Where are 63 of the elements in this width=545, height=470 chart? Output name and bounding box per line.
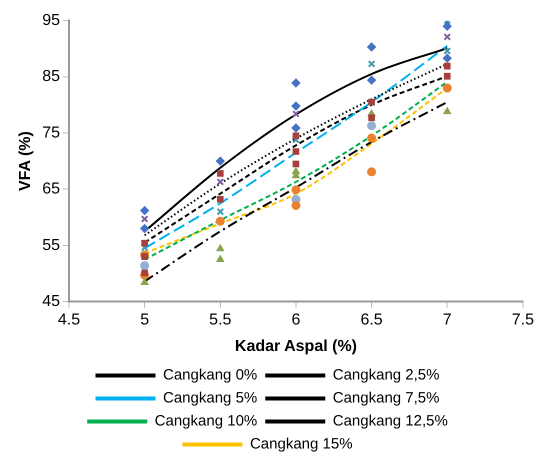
legend-label: Cangkang 2,5%: [332, 366, 440, 384]
point: [216, 196, 224, 203]
y-tick-label: 95: [42, 12, 60, 30]
y-tick-label: 55: [42, 236, 60, 254]
point: [140, 206, 150, 216]
x-tick-label: 6.5: [360, 312, 383, 329]
legend-label: Cangkang 5%: [163, 390, 258, 407]
y-axis-title: VFA (%): [17, 131, 34, 192]
x-tick-label: 7.5: [512, 312, 534, 329]
point: [442, 84, 452, 93]
point: [141, 240, 148, 246]
point: [216, 254, 224, 262]
y-tick-label: 75: [42, 124, 60, 142]
point: [292, 160, 300, 168]
legend-label: Cangkang 12,5%: [332, 412, 448, 430]
point: [291, 185, 300, 194]
point: [216, 156, 225, 166]
point: [216, 216, 225, 226]
x-tick-label: 5: [140, 312, 150, 329]
point: [444, 72, 451, 80]
legend-label: Cangkang 0%: [163, 366, 258, 384]
point: [367, 121, 376, 130]
y-tick-label: 65: [42, 180, 60, 198]
y-tick-label: 85: [42, 68, 60, 86]
point: [367, 134, 376, 143]
point: [444, 62, 451, 70]
point: [141, 253, 148, 260]
point: [216, 244, 224, 252]
point: [367, 167, 376, 176]
point: [292, 110, 300, 118]
point: [367, 42, 376, 52]
point: [140, 224, 150, 234]
x-tick-label: 4.5: [58, 312, 80, 329]
point: [291, 201, 300, 210]
point: [291, 123, 300, 132]
legend-label: Cangkang 15%: [250, 436, 353, 453]
point: [140, 278, 149, 285]
point: [442, 22, 452, 31]
point: [368, 98, 375, 106]
point: [292, 132, 300, 140]
point: [443, 47, 452, 55]
point: [442, 54, 452, 63]
point: [291, 102, 300, 111]
legend-label: Cangkang 10%: [154, 412, 258, 430]
x-tick-label: 6: [291, 312, 300, 329]
point: [443, 107, 452, 114]
point: [140, 215, 148, 223]
point: [216, 208, 224, 216]
x-tick-label: 5.5: [209, 312, 232, 329]
point: [368, 60, 376, 68]
point: [216, 178, 224, 186]
point: [292, 148, 300, 155]
point: [443, 33, 452, 41]
x-axis-title: Kadar Aspal (%): [234, 338, 357, 355]
point: [216, 170, 224, 177]
point: [368, 114, 375, 122]
legend-label: Cangkang 7,5%: [332, 390, 440, 407]
point: [291, 78, 300, 88]
y-tick-label: 45: [42, 293, 60, 310]
point: [367, 76, 376, 85]
point: [140, 261, 150, 270]
point: [141, 270, 148, 276]
x-tick-label: 7: [442, 312, 452, 329]
